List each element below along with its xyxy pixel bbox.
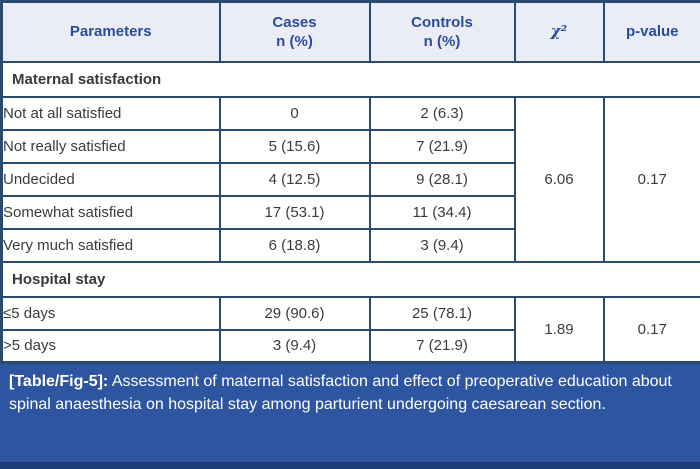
bottom-divider-bar [0,462,700,469]
section-row-maternal-satisfaction: Maternal satisfaction [0,60,700,98]
controls-cell: 2 (6.3) [368,95,516,131]
table-row: Not at all satisfied 0 2 (6.3) 6.06 0.17 [0,95,700,263]
parameter-cell: Very much satisfied [0,227,221,263]
table-caption: [Table/Fig-5]: Assessment of maternal sa… [0,364,700,462]
cases-cell: 4 (12.5) [218,161,371,197]
results-table: Parameters Cases n (%) Controls n (%) χ²… [0,0,700,364]
section-row-hospital-stay: Hospital stay [0,260,700,298]
controls-header-line1: Controls [411,13,473,31]
section-title: Maternal satisfaction [0,60,700,98]
caption-label: [Table/Fig-5]: [9,373,109,390]
parameter-cell: Not at all satisfied [0,95,221,131]
table-header-row: Parameters Cases n (%) Controls n (%) χ²… [0,0,700,63]
cases-cell: 3 (9.4) [218,328,371,364]
section-title: Hospital stay [0,260,700,298]
cases-cell: 6 (18.8) [218,227,371,263]
cases-cell: 29 (90.6) [218,295,371,331]
column-header-chi-square: χ² [513,0,605,63]
table-row: Somewhat satisfied 17 (53.1) 11 (34.4) [0,194,700,230]
controls-cell: 9 (28.1) [368,161,516,197]
table-row: ≤5 days 29 (90.6) 25 (78.1) 1.89 0.17 [0,295,700,364]
controls-cell: 25 (78.1) [368,295,516,331]
p-value-maternal: 0.17 [602,95,700,263]
cases-cell: 17 (53.1) [218,194,371,230]
column-header-p-value: p-value [602,0,700,63]
cases-cell: 0 [218,95,371,131]
controls-cell: 7 (21.9) [368,328,516,364]
column-header-parameters: Parameters [0,0,221,63]
cases-cell: 5 (15.6) [218,128,371,164]
table-row: Very much satisfied 6 (18.8) 3 (9.4) [0,227,700,263]
p-value-hospital-stay: 0.17 [602,295,700,364]
controls-cell: 7 (21.9) [368,128,516,164]
cases-header-line2: n (%) [276,32,313,50]
caption-text: Assessment of maternal satisfaction and … [9,373,672,413]
parameter-cell: Undecided [0,161,221,197]
column-header-controls: Controls n (%) [368,0,516,63]
chi-square-value-maternal: 6.06 [513,95,605,263]
controls-header-line2: n (%) [423,32,461,50]
table-row: Undecided 4 (12.5) 9 (28.1) [0,161,700,197]
parameter-cell: ≤5 days [0,295,221,331]
table-row: >5 days 3 (9.4) 7 (21.9) [0,328,700,364]
controls-cell: 11 (34.4) [368,194,516,230]
table-row: Not really satisfied 5 (15.6) 7 (21.9) [0,128,700,164]
controls-cell: 3 (9.4) [368,227,516,263]
parameter-cell: >5 days [0,328,221,364]
column-header-cases: Cases n (%) [218,0,371,63]
cases-header-line1: Cases [272,13,317,31]
chi-square-value-hospital-stay: 1.89 [513,295,605,364]
parameter-cell: Somewhat satisfied [0,194,221,230]
parameter-cell: Not really satisfied [0,128,221,164]
